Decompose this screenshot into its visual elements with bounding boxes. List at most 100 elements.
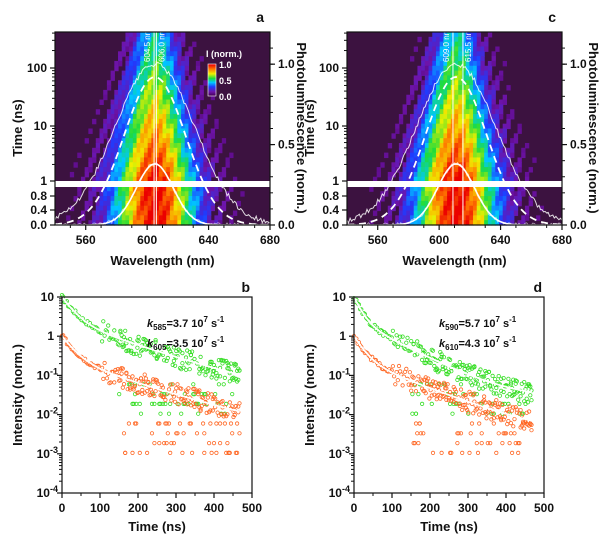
data-point: [430, 348, 436, 353]
data-point: [512, 431, 517, 436]
heatmap-cell: [155, 89, 160, 96]
heatmap-cell: [95, 205, 101, 212]
data-point: [497, 393, 502, 398]
heatmap-cell: [491, 186, 496, 192]
annotation-part: =3.5 10: [166, 338, 203, 350]
data-point: [469, 383, 475, 388]
heatmap-cell: [121, 147, 127, 154]
peak-label: 604.5 nm: [143, 28, 152, 62]
y2-tick-label: 0.5: [278, 138, 295, 152]
heatmap-cell: [498, 191, 504, 197]
heatmap-cell: [99, 167, 104, 173]
data-point: [209, 450, 214, 455]
data-point: [485, 440, 490, 446]
heatmap-cell: [458, 41, 463, 48]
heatmap-cell: [225, 162, 230, 168]
heatmap-cell: [158, 89, 164, 96]
heatmap-cell: [424, 196, 430, 202]
heatmap-cell: [166, 46, 171, 52]
heatmap-cell: [158, 118, 164, 125]
heatmap-cell: [491, 99, 496, 105]
data-point: [211, 440, 217, 446]
heatmap-cell: [421, 114, 426, 120]
heatmap-cell: [110, 142, 115, 149]
heatmap-cell: [158, 138, 164, 144]
heatmap-cell: [465, 210, 470, 216]
heatmap-cell: [173, 56, 178, 62]
data-point: [492, 376, 498, 382]
heatmap-cell: [106, 80, 112, 86]
heatmap-cell: [129, 220, 134, 226]
heatmap-cell: [103, 152, 108, 159]
data-point: [164, 421, 169, 426]
heatmap-cell: [199, 128, 204, 134]
heatmap-cell: [506, 215, 511, 221]
y-tick-label: 0.0: [322, 218, 339, 232]
heatmap-cell: [125, 152, 130, 159]
heatmap-cell: [125, 147, 130, 154]
heatmap-cell: [158, 167, 164, 173]
y-tick-label: 10-1: [329, 366, 350, 382]
heatmap-cell: [432, 142, 437, 149]
heatmap-cell: [461, 157, 467, 163]
tick-exponent: -4: [342, 484, 350, 494]
data-point: [524, 396, 529, 401]
heatmap-cell: [417, 162, 422, 168]
heatmap-cell: [214, 191, 219, 197]
heatmap-cell: [195, 147, 201, 154]
heatmap-cell: [114, 123, 119, 130]
data-point: [121, 344, 127, 349]
heatmap-cell: [402, 138, 407, 144]
heatmap-cell: [410, 200, 415, 207]
heatmap-cell: [406, 210, 411, 216]
heatmap-cell: [140, 36, 145, 43]
heatmap-cell: [110, 196, 115, 202]
heatmap-cell: [480, 94, 485, 101]
heatmap-cell: [465, 56, 470, 62]
heatmap-cell: [495, 118, 500, 125]
heatmap-cell: [106, 85, 112, 91]
y-tick-label: 10-2: [37, 406, 58, 422]
heatmap-cell: [498, 133, 504, 139]
heatmap-cell: [151, 56, 156, 62]
heatmap-cell: [155, 99, 160, 105]
heatmap-cell: [417, 138, 422, 144]
heatmap-cell: [491, 157, 496, 163]
heatmap-cell: [110, 118, 115, 125]
heatmap-cell: [513, 167, 519, 173]
heatmap-cell: [498, 104, 504, 110]
heatmap-cell: [521, 152, 526, 159]
heatmap-cell: [454, 142, 459, 149]
heatmap-cell: [421, 220, 426, 226]
heatmap-cell: [387, 176, 393, 183]
heatmap-cell: [435, 85, 441, 91]
heatmap-cell: [106, 118, 112, 125]
heatmap-cell: [181, 85, 186, 91]
panel-label: c: [548, 9, 556, 25]
annotation-part: s: [208, 338, 217, 350]
heatmap-cell: [517, 162, 522, 168]
data-point: [176, 402, 181, 407]
heatmap-cell: [140, 70, 145, 77]
x-tick-label: 100: [90, 501, 110, 515]
heatmap-cell: [428, 89, 433, 96]
heatmap-cell: [106, 157, 112, 163]
heatmap-cell: [473, 176, 478, 183]
data-point: [211, 395, 217, 400]
data-point: [472, 364, 477, 369]
heatmap-cell: [188, 123, 193, 130]
data-point: [438, 382, 443, 388]
heatmap-cell: [103, 89, 108, 96]
data-point: [508, 420, 513, 426]
heatmap-cell: [88, 157, 93, 163]
heatmap-cell: [110, 191, 115, 197]
data-point: [102, 360, 107, 366]
data-point: [183, 367, 189, 372]
heatmap-cell: [151, 32, 156, 38]
heatmap-cell: [417, 99, 422, 105]
series-k605: [59, 333, 242, 455]
heatmap-cell: [510, 205, 515, 212]
heatmap-cell: [447, 94, 452, 101]
heatmap-cell: [473, 104, 478, 110]
data-point: [501, 375, 506, 381]
